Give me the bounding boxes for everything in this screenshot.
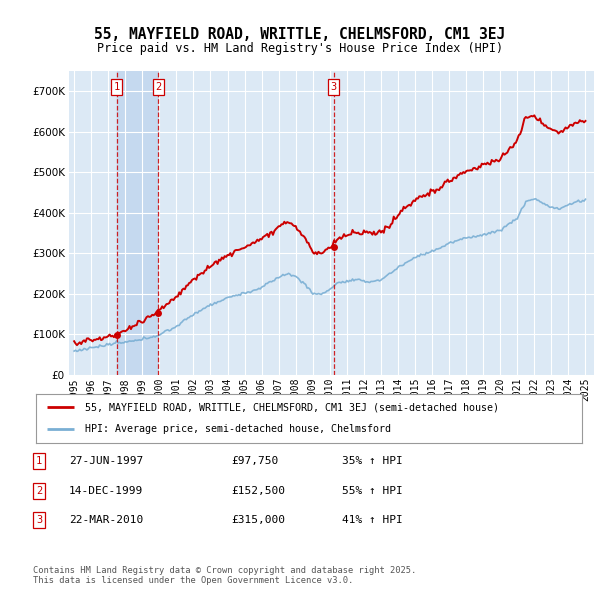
- Text: £97,750: £97,750: [231, 457, 278, 466]
- Text: Contains HM Land Registry data © Crown copyright and database right 2025.
This d: Contains HM Land Registry data © Crown c…: [33, 566, 416, 585]
- Text: 41% ↑ HPI: 41% ↑ HPI: [342, 516, 403, 525]
- Text: £315,000: £315,000: [231, 516, 285, 525]
- Text: HPI: Average price, semi-detached house, Chelmsford: HPI: Average price, semi-detached house,…: [85, 424, 391, 434]
- Text: 14-DEC-1999: 14-DEC-1999: [69, 486, 143, 496]
- Text: 3: 3: [331, 82, 337, 92]
- Text: 1: 1: [36, 457, 42, 466]
- Text: £152,500: £152,500: [231, 486, 285, 496]
- Text: 55, MAYFIELD ROAD, WRITTLE, CHELMSFORD, CM1 3EJ: 55, MAYFIELD ROAD, WRITTLE, CHELMSFORD, …: [94, 27, 506, 42]
- Text: 55% ↑ HPI: 55% ↑ HPI: [342, 486, 403, 496]
- Text: 2: 2: [36, 486, 42, 496]
- Bar: [116, 71, 158, 375]
- Text: 2: 2: [155, 82, 161, 92]
- Text: 27-JUN-1997: 27-JUN-1997: [69, 457, 143, 466]
- Text: 3: 3: [36, 516, 42, 525]
- Text: 55, MAYFIELD ROAD, WRITTLE, CHELMSFORD, CM1 3EJ (semi-detached house): 55, MAYFIELD ROAD, WRITTLE, CHELMSFORD, …: [85, 402, 499, 412]
- Text: 35% ↑ HPI: 35% ↑ HPI: [342, 457, 403, 466]
- Text: Price paid vs. HM Land Registry's House Price Index (HPI): Price paid vs. HM Land Registry's House …: [97, 42, 503, 55]
- Text: 22-MAR-2010: 22-MAR-2010: [69, 516, 143, 525]
- Text: 1: 1: [113, 82, 119, 92]
